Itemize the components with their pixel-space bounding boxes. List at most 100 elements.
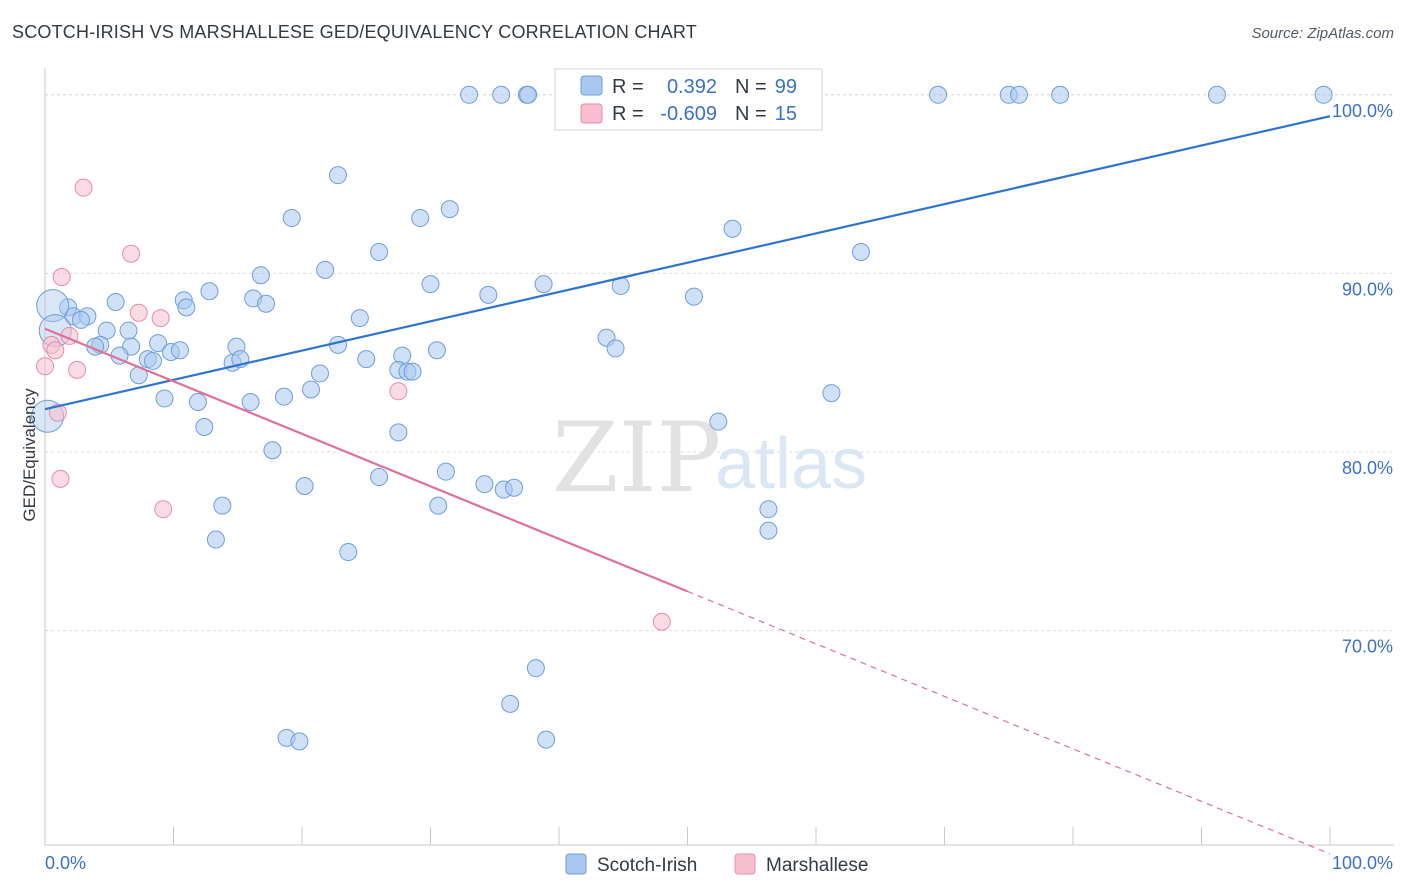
scotch-irish-point	[723, 219, 742, 238]
scotch-irish-point	[370, 242, 389, 261]
scotch-irish-point	[328, 335, 347, 354]
scotch-irish-point	[440, 200, 459, 219]
scotch-irish-point	[684, 287, 703, 306]
x-tick-labels: 0.0% 100.0%	[45, 853, 1393, 873]
marshallese-trendline-extension	[687, 590, 1331, 855]
axes-layer	[44, 68, 1394, 846]
legend-r-label-1: R =	[612, 103, 644, 125]
scotch-irish-point	[606, 339, 625, 358]
scotch-irish-point	[316, 260, 335, 279]
marshallese-point	[122, 244, 141, 263]
y-axis-label: GED/Equivalency	[20, 388, 39, 522]
scotch-irish-point	[421, 275, 440, 294]
scotch-irish-point	[282, 209, 301, 228]
scotch-irish-point	[709, 412, 728, 431]
chart-source: Source: ZipAtlas.com	[1251, 25, 1394, 42]
scotch-irish-point	[71, 310, 90, 329]
bottom-legend-label-scotch-irish: Scotch-Irish	[597, 855, 697, 876]
marshallese-point	[51, 469, 70, 488]
scotch-irish-point	[149, 334, 168, 353]
marshallese-point	[46, 341, 65, 360]
legend-r-label-0: R =	[612, 76, 644, 98]
scotch-irish-point	[143, 351, 162, 370]
scotch-irish-point	[188, 393, 207, 412]
marshallese-point	[36, 357, 54, 376]
marshallese-point	[389, 382, 408, 401]
scotch-irish-point	[155, 389, 174, 408]
y-tick-label: 80.0%	[1342, 458, 1393, 478]
scotch-irish-trendline	[44, 115, 1331, 411]
marshallese-point	[74, 178, 93, 197]
y-tick-label: 90.0%	[1342, 279, 1393, 299]
scotch-irish-point	[537, 730, 556, 749]
x-tick-label: 0.0%	[45, 853, 86, 873]
scotch-irish-point	[519, 85, 538, 104]
scotch-irish-point	[526, 659, 545, 678]
scotch-irish-point	[759, 500, 778, 519]
watermark-zip: ZIP	[552, 402, 721, 514]
marshallese-point	[154, 500, 173, 519]
scotch-irish-point	[427, 341, 446, 360]
x-tick-label: 100.0%	[1332, 853, 1393, 873]
scotch-irish-point	[1207, 85, 1226, 104]
scotch-irish-point	[200, 282, 219, 301]
watermark: ZIP atlas	[552, 402, 867, 514]
scotch-irish-point	[411, 209, 430, 228]
scotch-irish-point	[310, 364, 329, 383]
y-tick-label: 70.0%	[1342, 637, 1393, 657]
scotch-irish-point	[1051, 85, 1070, 104]
scotch-irish-point	[275, 387, 294, 406]
scotch-irish-point	[370, 468, 389, 487]
legend-n-value-0: 99	[775, 76, 797, 98]
marshallese-point	[151, 309, 170, 328]
legend-r-value-0: 0.392	[667, 76, 717, 98]
scotch-irish-point	[479, 285, 498, 304]
scotch-irish-point	[929, 85, 948, 104]
scotch-irish-point	[241, 393, 260, 412]
marshallese-points	[36, 178, 671, 631]
trend-lines	[44, 115, 1331, 855]
scotch-irish-point	[36, 289, 70, 323]
scotch-irish-point	[350, 309, 369, 328]
y-tick-label: 100.0%	[1332, 101, 1393, 121]
scotch-irish-point	[206, 530, 225, 549]
scotch-irish-point	[403, 362, 422, 381]
scotch-irish-point	[429, 496, 448, 515]
scotch-irish-point	[1010, 85, 1029, 104]
scotch-irish-point	[534, 275, 553, 294]
marshallese-point	[68, 360, 87, 379]
scotch-irish-point	[357, 350, 376, 369]
scotch-irish-point	[106, 292, 125, 311]
scotch-irish-point	[251, 266, 270, 285]
scotch-irish-point	[195, 418, 214, 437]
scotch-irish-point	[263, 441, 282, 460]
scotch-irish-point	[119, 321, 138, 340]
scotch-irish-point	[505, 478, 524, 497]
scotch-irish-point	[389, 423, 408, 442]
scotch-irish-point	[501, 694, 520, 713]
marshallese-point	[52, 267, 71, 286]
scotch-irish-point	[295, 476, 314, 495]
legend-r-value-1: -0.609	[660, 103, 717, 125]
marshallese-trendline	[44, 327, 688, 593]
scotch-irish-point	[328, 166, 347, 185]
scotch-irish-point	[257, 294, 276, 313]
scotch-irish-point	[170, 341, 189, 360]
scotch-irish-point	[301, 380, 320, 399]
scotch-irish-point	[460, 85, 479, 104]
bottom-legend: Scotch-Irish Marshallese	[565, 853, 868, 876]
scotch-irish-point	[1314, 85, 1333, 104]
scotch-irish-point	[492, 85, 511, 104]
legend-swatch-marshallese	[580, 103, 603, 124]
marshallese-point	[129, 303, 148, 322]
chart-title: SCOTCH-IRISH VS MARSHALLESE GED/EQUIVALE…	[12, 22, 698, 42]
bottom-legend-label-marshallese: Marshallese	[766, 855, 868, 876]
scotch-irish-point	[436, 462, 455, 481]
y-tick-labels: 70.0% 80.0% 90.0% 100.0%	[1332, 101, 1393, 657]
scotch-irish-point	[339, 543, 358, 562]
legend-n-value-1: 15	[775, 103, 797, 125]
scotch-irish-point	[213, 496, 232, 515]
marshallese-point	[652, 612, 671, 631]
scotch-irish-point	[177, 298, 196, 317]
scotch-irish-point	[475, 475, 494, 494]
